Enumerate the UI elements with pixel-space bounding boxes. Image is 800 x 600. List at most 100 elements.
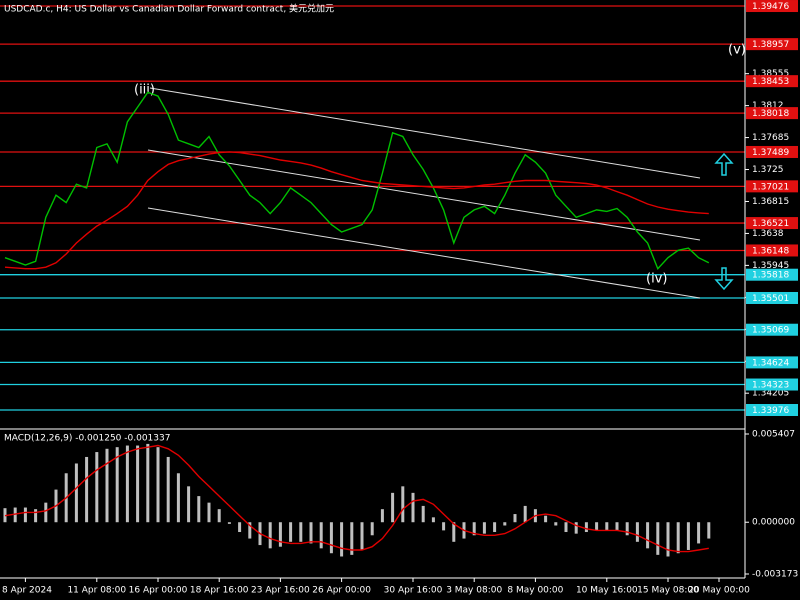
level-tag [746,180,798,193]
histogram-bar [625,522,629,536]
histogram-bar [299,522,303,542]
histogram-bar [23,507,27,523]
y-tick-label: 1.3638 [752,229,784,239]
histogram-bar [197,496,201,523]
histogram-bar [452,522,456,542]
level-label: 1.36148 [752,246,789,256]
histogram-bar [646,522,650,549]
x-tick-label: 8 May 00:00 [507,586,563,596]
y-tick-label: 1.34205 [752,389,789,399]
histogram-bar [74,463,78,523]
histogram-bar [574,522,578,534]
chart-title: USDCAD.c, H4: US Dollar vs Canadian Doll… [4,3,334,15]
histogram-bar [176,473,180,523]
histogram-bar [13,507,17,523]
level-tag [746,356,798,369]
y-tick-label: 1.36815 [752,197,789,207]
histogram-bar [115,447,119,523]
histogram-bar [136,445,140,523]
histogram-bar [238,522,242,533]
level-label: 1.38453 [752,77,789,87]
y-tick-label: 1.35945 [752,261,789,271]
channel-line [147,149,701,241]
x-tick-label: 8 Apr 2024 [2,586,52,596]
histogram-bar [350,522,354,555]
histogram-bar [278,522,282,547]
level-label: 1.33976 [752,406,789,416]
histogram-bar [380,509,384,523]
histogram-bar [340,522,344,557]
histogram-bar [227,522,231,524]
histogram-bar [125,445,129,523]
histogram-bar [482,522,486,534]
wave-label: (iv) [646,272,667,287]
histogram-bar [289,522,293,542]
channel-line [147,207,701,299]
level-tag [746,244,798,257]
x-tick-label: 11 Apr 08:00 [67,586,126,596]
histogram-bar [503,522,507,526]
x-tick-label: 26 Apr 00:00 [312,586,371,596]
y-tick-label: 1.38555 [752,69,789,79]
histogram-bar [697,522,701,544]
up-arrow [714,152,734,176]
x-tick-label: 30 Apr 16:00 [384,586,443,596]
wave-label: (iii) [134,83,155,98]
y-tick-label: 1.3725 [752,165,784,175]
channel-line [149,87,701,179]
down-arrow [714,267,734,291]
macd-title: MACD(12,26,9) -0.001250 -0.001337 [4,434,170,444]
histogram-bar [605,522,609,531]
histogram-bar [370,522,374,536]
y-tick-label: -0.003173 [752,570,798,580]
histogram-bar [442,522,446,531]
level-tag [746,75,798,88]
histogram-bar [166,456,170,523]
histogram-bar [217,509,221,523]
histogram-bar [319,522,323,549]
x-tick-label: 18 Apr 16:00 [190,586,249,596]
histogram-bar [544,515,548,523]
histogram-bar [401,486,405,523]
histogram-bar [513,514,517,523]
histogram-bar [187,486,191,523]
histogram-bar [421,505,425,523]
histogram-bar [584,522,588,533]
level-tag [746,404,798,417]
level-label: 1.39476 [752,2,789,12]
histogram-bar [472,522,476,536]
level-label: 1.37021 [752,182,789,192]
x-tick-label: 3 May 08:00 [446,586,502,596]
histogram-bar [146,443,150,523]
level-tag [746,38,798,51]
x-tick-label: 15 May 08:00 [637,586,699,596]
histogram-bar [85,456,89,523]
level-label: 1.35501 [752,294,789,304]
level-label: 1.34624 [752,358,789,368]
level-tag [746,107,798,120]
histogram-bar [309,522,313,544]
level-tag [746,0,798,13]
histogram-bar [595,522,599,531]
histogram-bar [635,522,639,542]
wave-label: (v) [728,43,746,58]
histogram-bar [676,522,680,554]
level-label: 1.34323 [752,381,789,391]
level-tag [746,323,798,336]
level-label: 1.36521 [752,219,789,229]
x-tick-label: 20 May 00:00 [688,586,750,596]
level-label: 1.35069 [752,326,789,336]
y-tick-label: 1.37685 [752,133,789,143]
level-tag [746,378,798,391]
histogram-bar [493,522,497,533]
x-tick-label: 23 Apr 16:00 [251,586,310,596]
series-line [4,91,710,270]
histogram-bar [268,522,272,549]
x-tick-label: 16 Apr 00:00 [129,586,188,596]
level-label: 1.37489 [752,148,789,158]
histogram-bar [564,522,568,533]
y-tick-label: 0.005407 [752,430,795,440]
